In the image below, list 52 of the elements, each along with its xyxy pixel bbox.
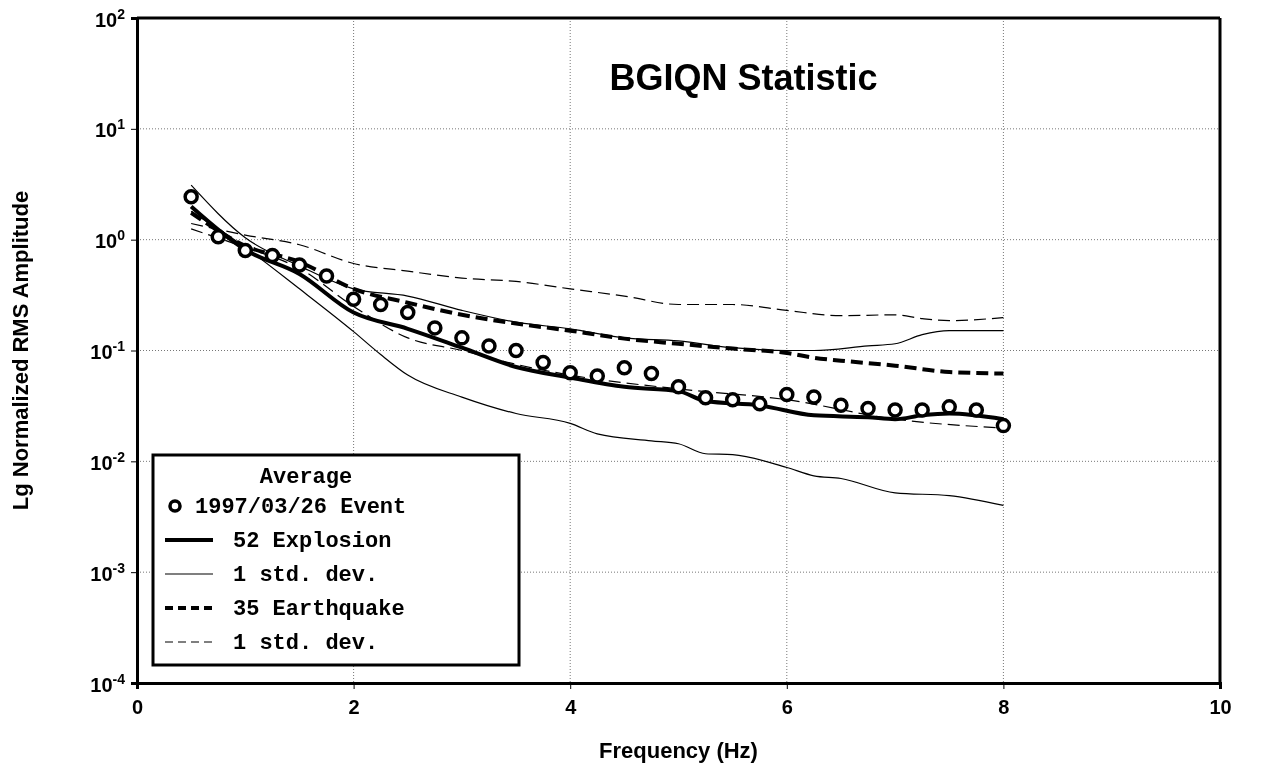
y-tick-label: 10$^{-4}$ (90, 670, 126, 696)
point (345, 291, 362, 307)
point (237, 242, 254, 259)
point (914, 402, 930, 418)
point (968, 402, 985, 418)
point (779, 386, 795, 403)
x-tick-label: 4 (565, 696, 578, 718)
point (372, 296, 389, 313)
point (264, 247, 281, 264)
point (535, 354, 551, 371)
x-tick-label: 10 (1209, 696, 1232, 718)
point (481, 338, 497, 354)
point (454, 330, 470, 346)
x-axis-title: Frequency (Hz) (599, 738, 758, 763)
y-tick-label: 10$^{-3}$ (90, 559, 126, 585)
point (643, 365, 660, 382)
y-tick-label: 10$^{2}$ (94, 5, 126, 31)
point (400, 304, 416, 321)
point (995, 417, 1012, 434)
legend-label: 1 std. dev. (233, 563, 379, 588)
y-tick-label: 10$^{-1}$ (90, 338, 126, 363)
text: BGIQN Statistic (609, 57, 878, 98)
point (589, 368, 606, 384)
point (887, 402, 903, 418)
point (210, 229, 226, 245)
x-tick-label: 8 (998, 696, 1010, 718)
point (318, 268, 335, 284)
legend-label: 35 Earthquake (233, 597, 405, 622)
point (427, 320, 443, 336)
y-tick-label: 10$^{-2}$ (90, 448, 126, 474)
point (291, 257, 308, 273)
legend-title: Average (259, 465, 353, 490)
point (670, 379, 687, 395)
point (616, 359, 633, 376)
y-axis-title: Lg Normalized RMS Amplitude (8, 190, 33, 511)
point (751, 396, 768, 412)
point (508, 342, 524, 359)
point (562, 364, 578, 381)
point (860, 400, 876, 417)
y-tick-label: 10$^{0}$ (94, 227, 126, 253)
point (806, 389, 822, 405)
legend-label: 52 Explosion (233, 529, 392, 554)
point (697, 389, 714, 406)
legend-label: 1997/03/26 Event (195, 495, 407, 520)
point (833, 397, 849, 414)
point (724, 391, 741, 408)
legend-label: 1 std. dev. (233, 631, 379, 656)
x-tick-label: 6 (781, 696, 793, 718)
point (183, 188, 199, 205)
y-tick-label: 10$^{1}$ (94, 116, 126, 142)
x-tick-label: 0 (131, 696, 144, 718)
x-tick-label: 2 (348, 696, 360, 718)
